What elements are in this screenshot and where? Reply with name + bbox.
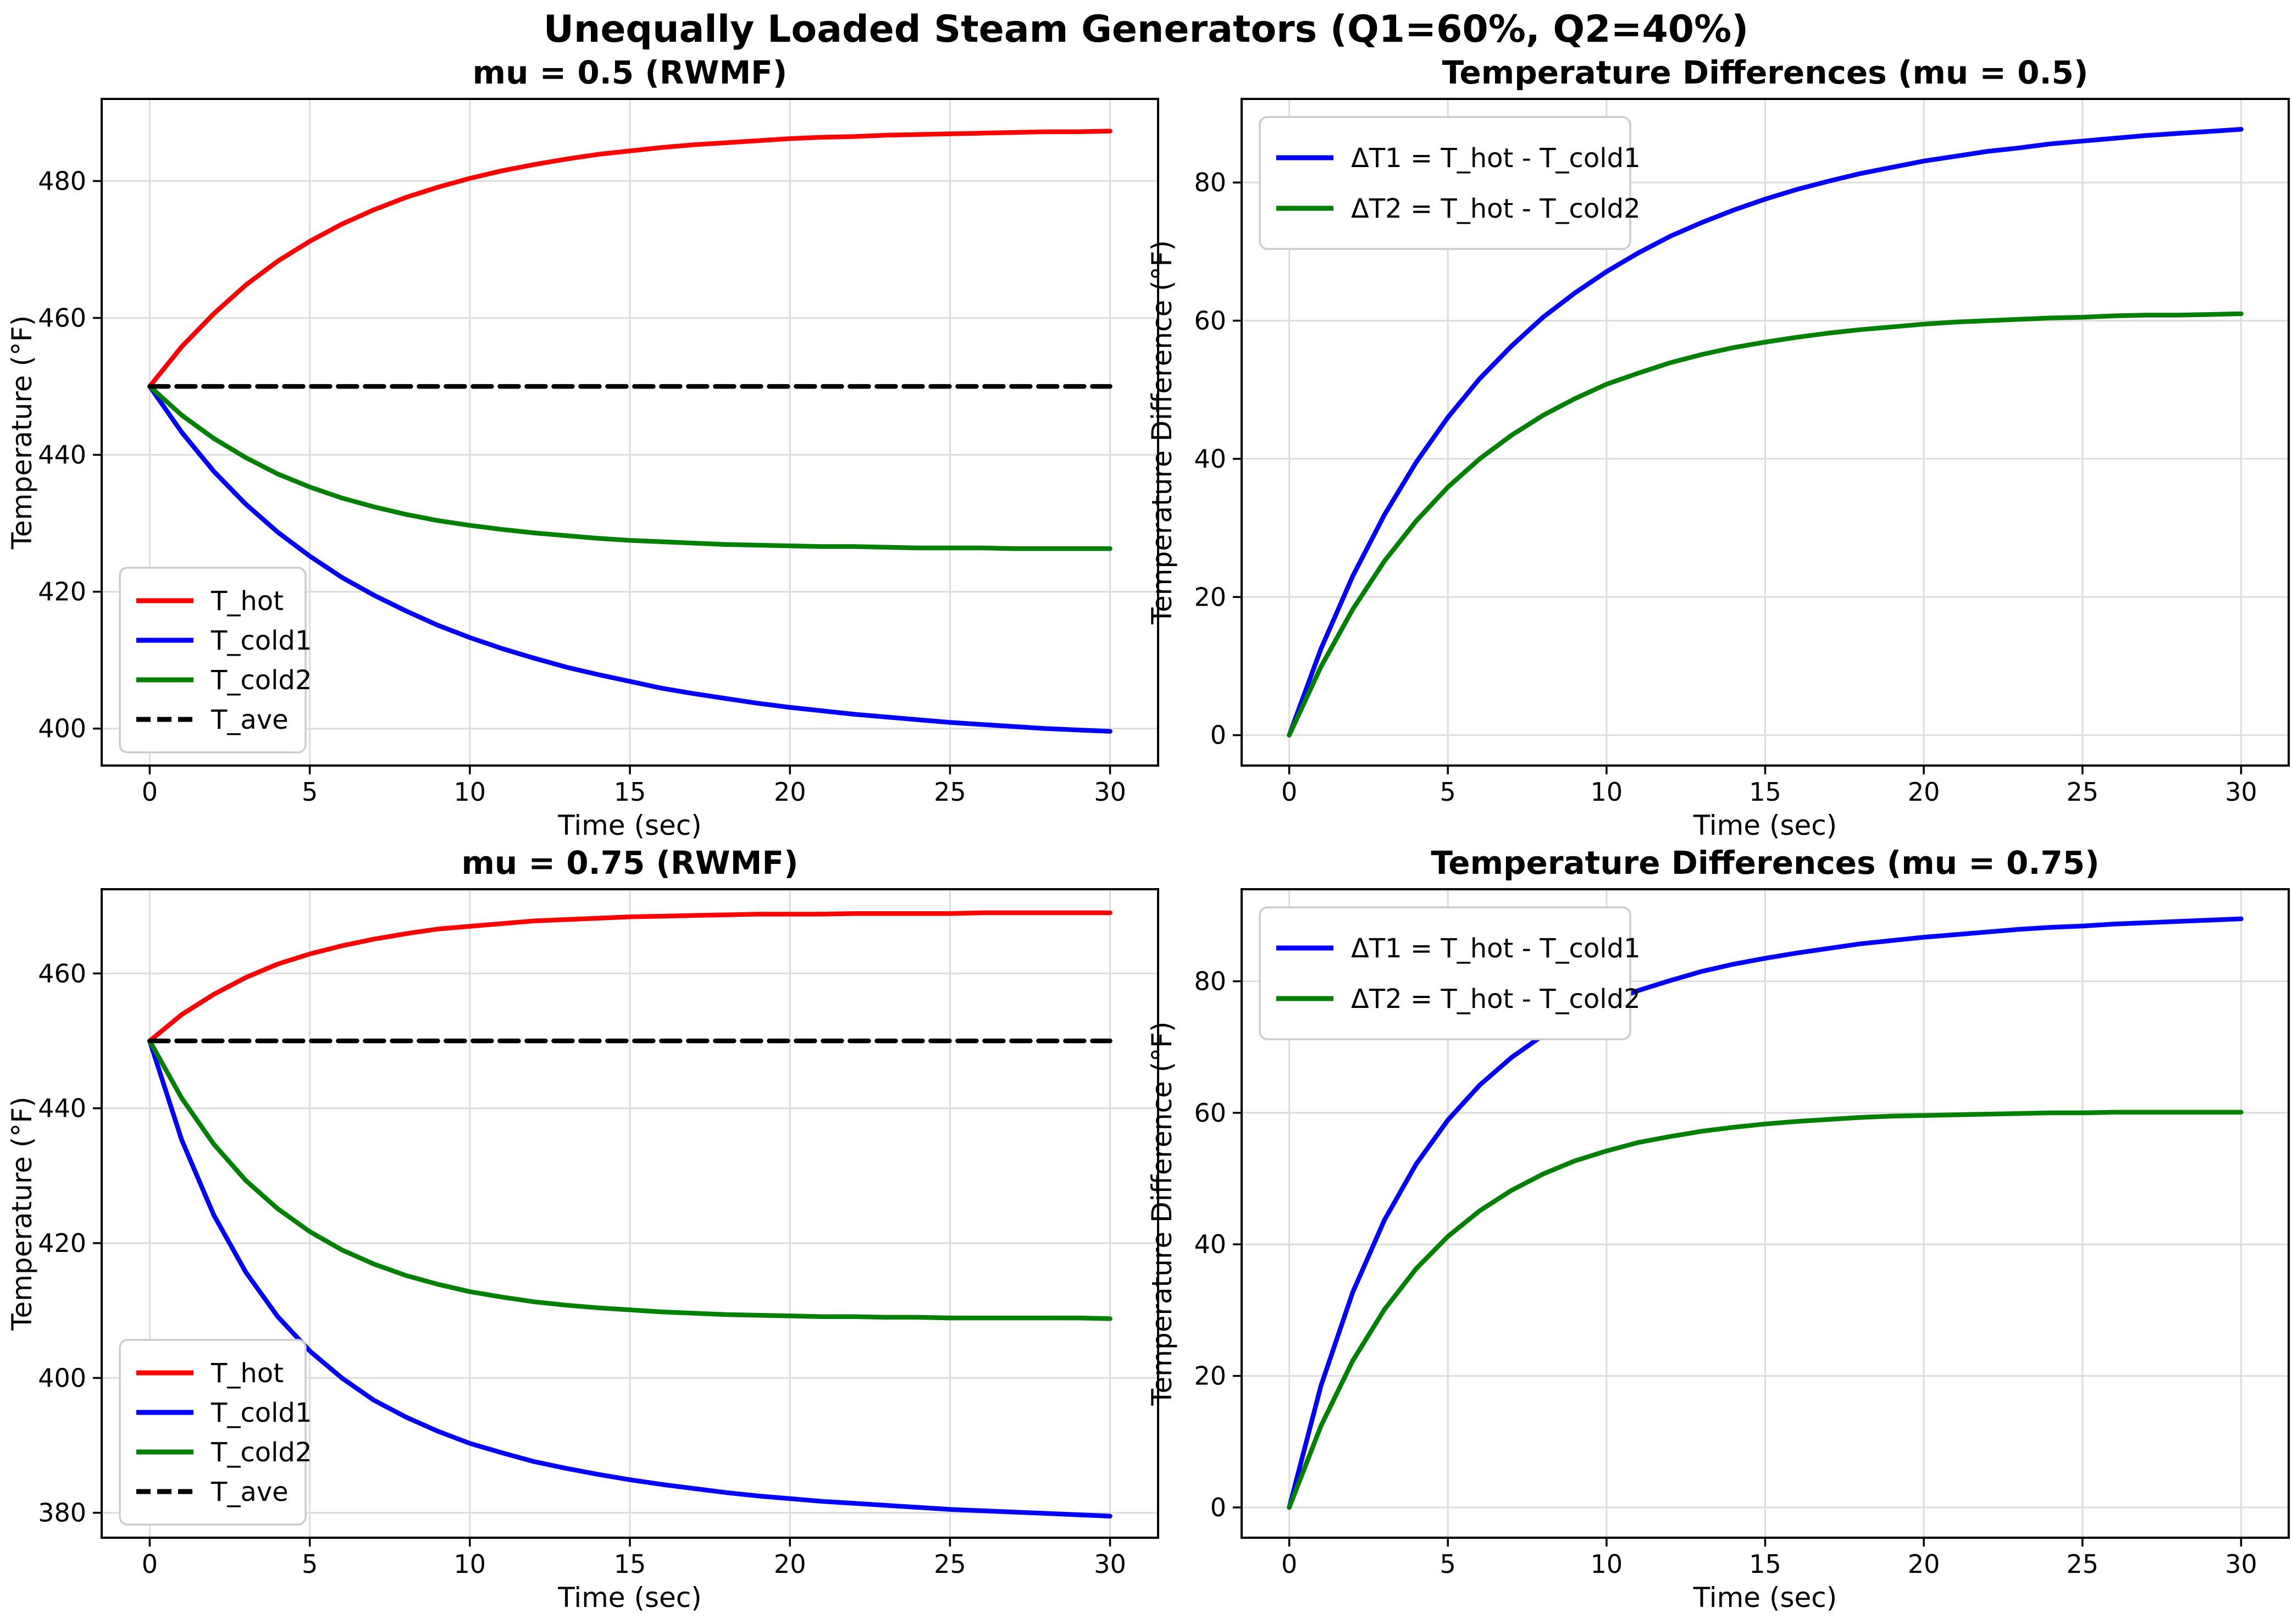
x-tick-label: 0 <box>142 1549 158 1579</box>
legend-box <box>1259 116 1631 250</box>
y-axis-label: Temperature Difference (°F) <box>1146 240 1178 625</box>
x-tick-label: 5 <box>1440 1549 1456 1579</box>
y-tick-label: 40 <box>1194 1229 1226 1259</box>
x-tick-label: 30 <box>1094 777 1126 807</box>
curve-T_cold1 <box>147 1038 1112 1518</box>
x-axis-label: Time (sec) <box>1693 1582 1837 1614</box>
x-axis-label: Time (sec) <box>557 810 702 841</box>
curve-dT1 <box>1287 127 2244 738</box>
y-tick-label: 40 <box>1194 444 1226 474</box>
curve-T_hot <box>147 910 1112 1044</box>
legend-box <box>119 1339 307 1526</box>
x-tick-label: 10 <box>1591 777 1623 807</box>
legend-label: ΔT2 = T_hot - T_cold2 <box>1351 984 1641 1015</box>
legend-label: ΔT1 = T_hot - T_cold1 <box>1351 933 1641 964</box>
x-tick-label: 25 <box>934 1549 966 1579</box>
legend-label: T_ave <box>211 705 289 735</box>
y-tick-label: 460 <box>38 303 86 333</box>
x-tick-label: 20 <box>1908 1549 1940 1579</box>
x-axis-label: Time (sec) <box>557 1582 702 1614</box>
y-tick-label: 400 <box>38 714 86 744</box>
x-tick-label: 10 <box>454 777 486 807</box>
x-tick-label: 25 <box>934 777 966 807</box>
x-tick-label: 5 <box>302 1549 318 1579</box>
x-tick-label: 5 <box>302 777 318 807</box>
subplot-tl: 0 5 10 15 20 25 30 400 420 440 460 480 mu = 0.5 (RWM… <box>6 54 1159 841</box>
y-tick-label: 0 <box>1210 720 1226 750</box>
y-tick-label: 440 <box>38 1094 86 1123</box>
x-tick-label: 20 <box>1908 777 1940 807</box>
subplot-title: Temperature Differences (mu = 0.5) <box>1442 54 2089 91</box>
x-tick-label: 0 <box>142 777 158 807</box>
y-tick-label: 60 <box>1194 306 1226 336</box>
x-tick-label: 15 <box>614 777 646 807</box>
y-axis-label: Temperature (°F) <box>6 315 38 550</box>
legend-label: ΔT2 = T_hot - T_cold2 <box>1351 193 1641 224</box>
curve-T_cold2 <box>147 1038 1112 1321</box>
y-axis-label: Temperature Difference (°F) <box>1146 1021 1178 1406</box>
y-tick-label: 420 <box>38 577 86 607</box>
x-tick-label: 15 <box>614 1549 646 1579</box>
x-tick-label: 15 <box>1749 1549 1781 1579</box>
curve-dT2 <box>1287 1110 2244 1510</box>
y-tick-label: 20 <box>1194 1361 1226 1391</box>
x-tick-label: 20 <box>774 1549 806 1579</box>
figure-suptitle: Unequally Loaded Steam Generators (Q1=60… <box>543 8 1749 51</box>
subplot-title: mu = 0.75 (RWMF) <box>462 844 799 882</box>
legend-label: T_cold2 <box>211 1437 312 1468</box>
curve-dT2 <box>1287 311 2244 738</box>
y-tick-label: 0 <box>1210 1493 1226 1522</box>
legend-box <box>1259 906 1631 1040</box>
y-tick-label: 20 <box>1194 582 1226 612</box>
y-tick-label: 420 <box>38 1228 86 1258</box>
legend-box <box>119 567 307 753</box>
x-tick-label: 5 <box>1440 777 1456 807</box>
x-tick-label: 25 <box>2067 1549 2099 1579</box>
curve-T_hot <box>147 129 1112 389</box>
legend-label: T_cold1 <box>211 1398 312 1428</box>
subplot-bl: 0 5 10 15 20 25 30 380 400 420 440 460 mu = 0.75 (RW… <box>6 844 1159 1614</box>
y-tick-label: 400 <box>38 1363 86 1393</box>
subplot-title: mu = 0.5 (RWMF) <box>473 54 788 91</box>
subplot-tr: 0 5 10 15 20 25 30 0 20 40 60 80 Temperature Differe… <box>1146 54 2290 841</box>
legend-label: T_hot <box>211 1358 284 1389</box>
subplot-title: Temperature Differences (mu = 0.75) <box>1431 844 2099 882</box>
legend-label: T_hot <box>211 586 284 617</box>
y-tick-label: 380 <box>38 1498 86 1528</box>
x-tick-label: 10 <box>1591 1549 1623 1579</box>
y-tick-label: 440 <box>38 440 86 470</box>
x-tick-label: 20 <box>774 777 806 807</box>
x-axis-label: Time (sec) <box>1693 810 1837 841</box>
x-tick-label: 30 <box>2225 1549 2257 1579</box>
curve-T_cold1 <box>147 384 1112 734</box>
x-tick-label: 15 <box>1749 777 1781 807</box>
legend-label: T_cold2 <box>211 665 312 696</box>
legend-label: T_cold1 <box>211 625 312 656</box>
x-tick-label: 30 <box>2225 777 2257 807</box>
y-tick-label: 80 <box>1194 967 1226 996</box>
y-tick-label: 460 <box>38 958 86 988</box>
y-tick-label: 480 <box>38 166 86 196</box>
legend-label: ΔT1 = T_hot - T_cold1 <box>1351 143 1641 174</box>
y-tick-label: 80 <box>1194 168 1226 197</box>
curve-dT1 <box>1287 916 2244 1510</box>
x-tick-label: 10 <box>454 1549 486 1579</box>
subplot-br: 0 5 10 15 20 25 30 0 20 40 60 80 Temperature Differe… <box>1146 844 2290 1614</box>
curve-T_cold2 <box>147 384 1112 551</box>
y-axis-label: Temperature (°F) <box>6 1096 38 1331</box>
x-tick-label: 0 <box>1281 777 1297 807</box>
x-tick-label: 0 <box>1281 1549 1297 1579</box>
legend-label: T_ave <box>211 1477 289 1507</box>
x-tick-label: 30 <box>1094 1549 1126 1579</box>
x-tick-label: 25 <box>2067 777 2099 807</box>
y-tick-label: 60 <box>1194 1098 1226 1128</box>
